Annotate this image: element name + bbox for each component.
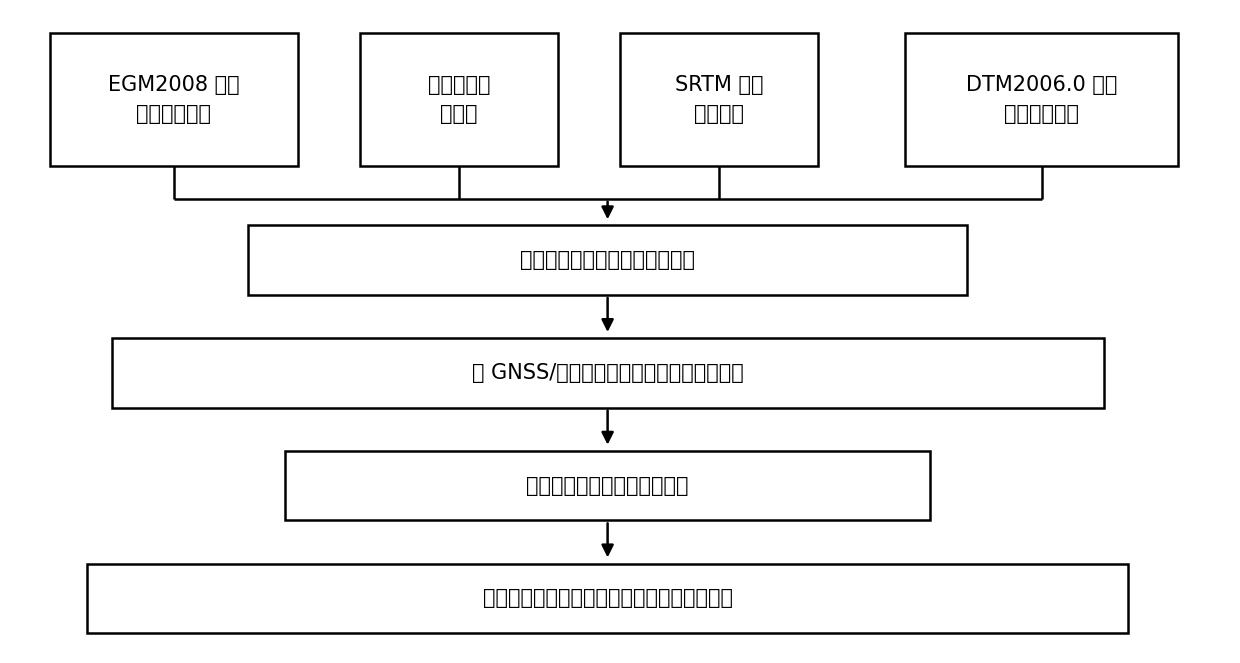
Text: 确定测区的似大地水准面模型: 确定测区的似大地水准面模型 bbox=[526, 475, 689, 496]
Text: 确定测区重力似大地水准面模型: 确定测区重力似大地水准面模型 bbox=[520, 250, 696, 271]
Text: 纯卫星重力
场模型: 纯卫星重力 场模型 bbox=[428, 75, 490, 124]
Bar bbox=[905, 33, 1178, 166]
Bar bbox=[87, 564, 1128, 633]
Text: SRTM 数字
地形模型: SRTM 数字 地形模型 bbox=[675, 75, 764, 124]
Text: EGM2008 超高
阶重力场模型: EGM2008 超高 阶重力场模型 bbox=[108, 75, 239, 124]
Bar bbox=[360, 33, 558, 166]
Text: 用 GNSS/水准点精化重力似大地水准面模型: 用 GNSS/水准点精化重力似大地水准面模型 bbox=[471, 363, 744, 383]
Text: DTM2006.0 全球
数字地形模型: DTM2006.0 全球 数字地形模型 bbox=[966, 75, 1117, 124]
Bar bbox=[285, 451, 930, 520]
Bar bbox=[112, 338, 1104, 408]
Bar bbox=[248, 225, 967, 295]
Text: 基准站及流动站的大地高转换为我国的正常高: 基准站及流动站的大地高转换为我国的正常高 bbox=[482, 588, 733, 609]
Bar bbox=[50, 33, 298, 166]
Bar bbox=[620, 33, 818, 166]
